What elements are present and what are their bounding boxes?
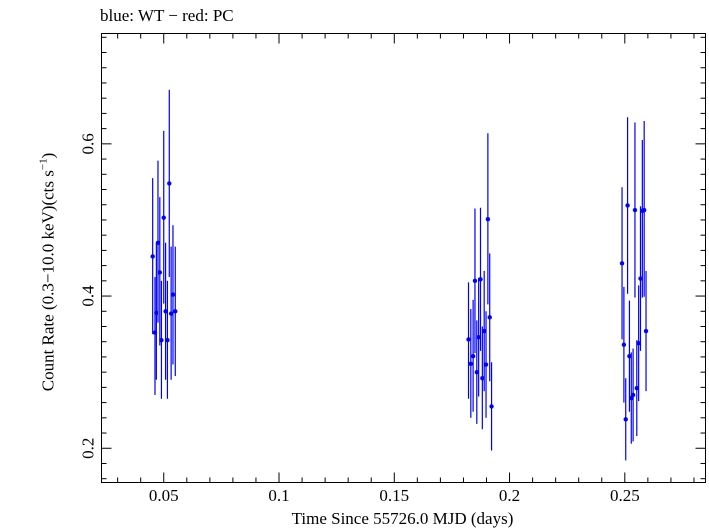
data-point	[636, 341, 641, 346]
data-point	[630, 392, 636, 398]
data-point	[621, 342, 627, 347]
x-tick-label: 0.05	[149, 486, 179, 505]
data-point	[472, 278, 478, 284]
y-tick-label: 0.6	[79, 133, 98, 154]
y-tick-label: 0.4	[79, 285, 98, 307]
data-point	[634, 385, 640, 391]
data-point	[173, 309, 178, 314]
chart-title: blue: WT − red: PC	[100, 6, 234, 25]
data-point	[165, 337, 170, 343]
data-point	[167, 181, 172, 186]
data-point	[168, 311, 174, 316]
data-point	[638, 276, 643, 281]
data-point	[476, 334, 481, 340]
x-tick-label: 0.15	[379, 486, 409, 505]
y-tick-label: 0.2	[79, 438, 98, 459]
data-point	[485, 216, 491, 222]
data-point	[623, 417, 628, 422]
data-point	[466, 337, 471, 342]
x-axis-label: Time Since 55726.0 MJD (days)	[291, 509, 514, 528]
data-point	[643, 328, 649, 334]
data-point	[474, 369, 480, 375]
data-point	[470, 353, 476, 359]
data-point	[625, 203, 630, 208]
axis-ticks	[101, 33, 706, 483]
plot-frame	[101, 33, 706, 483]
data-points	[150, 89, 649, 461]
x-tick-label: 0.2	[499, 486, 520, 505]
data-point	[163, 309, 168, 314]
data-point	[480, 376, 485, 381]
data-point	[468, 361, 474, 366]
data-point	[627, 353, 632, 359]
data-point	[632, 207, 638, 213]
data-point	[478, 277, 483, 282]
data-point	[159, 337, 164, 343]
data-point	[487, 315, 492, 320]
x-tick-label: 0.1	[268, 486, 289, 505]
data-point	[481, 328, 487, 334]
data-point	[170, 292, 176, 297]
data-point	[489, 404, 494, 409]
data-point	[161, 215, 166, 220]
data-point	[157, 270, 163, 275]
tick-labels: 0.05 0.1 0.15 0.2 0.25 0.2 0.4 0.6	[79, 133, 640, 505]
data-point	[155, 240, 161, 245]
x-tick-label: 0.25	[610, 486, 640, 505]
data-point	[619, 261, 625, 266]
data-point	[150, 254, 155, 259]
data-point	[483, 362, 489, 367]
y-axis-label: Count Rate (0.3−10.0 keV)(cts s−1)	[37, 152, 58, 392]
data-point	[641, 207, 647, 213]
